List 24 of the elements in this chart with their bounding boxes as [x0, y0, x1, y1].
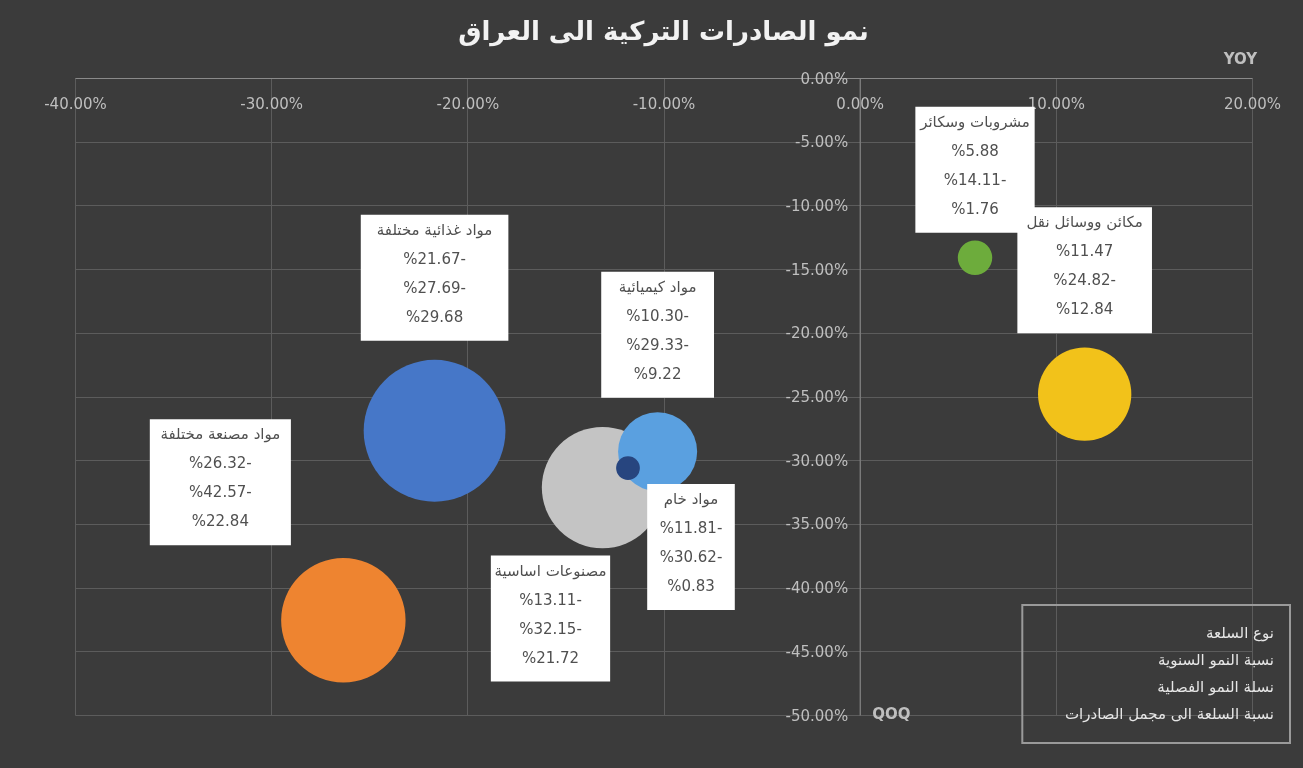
y-tick-label: -10.00%	[785, 196, 849, 215]
x-tick-label: 20.00%	[1223, 94, 1282, 113]
y-tick-label: -5.00%	[795, 133, 849, 152]
y-axis-title: QOQ	[872, 704, 911, 723]
y-tick-label: -20.00%	[785, 324, 849, 343]
annotation: نسلة النمو الفصلية	[1157, 678, 1274, 696]
annotation: نسبة النمو السنوية	[1158, 651, 1274, 669]
x-tick-label: -10.00%	[632, 94, 696, 113]
x-tick-label: -40.00%	[44, 94, 107, 113]
x-tick-label: 10.00%	[1027, 94, 1085, 113]
y-tick-label: -40.00%	[785, 579, 849, 598]
annotation: نوع السلعة	[1205, 624, 1274, 642]
x-tick-label: -20.00%	[436, 94, 500, 113]
x-tick-label: -30.00%	[240, 94, 303, 113]
x-axis-title: YOY	[1222, 49, 1259, 68]
y-tick-label: -15.00%	[785, 260, 849, 279]
y-tick-label: -50.00%	[785, 706, 849, 725]
chart-title: نمو الصادرات التركية الى العراق	[458, 16, 869, 47]
y-tick-label: -25.00%	[785, 388, 849, 406]
y-tick-label: -35.00%	[785, 515, 849, 534]
y-tick-label: -45.00%	[785, 642, 849, 661]
annotation: نسبة السلعة الى مجمل الصادرات	[1064, 705, 1274, 723]
y-tick-label: -30.00%	[785, 451, 849, 470]
x-tick-label: 0.00%	[836, 94, 884, 113]
